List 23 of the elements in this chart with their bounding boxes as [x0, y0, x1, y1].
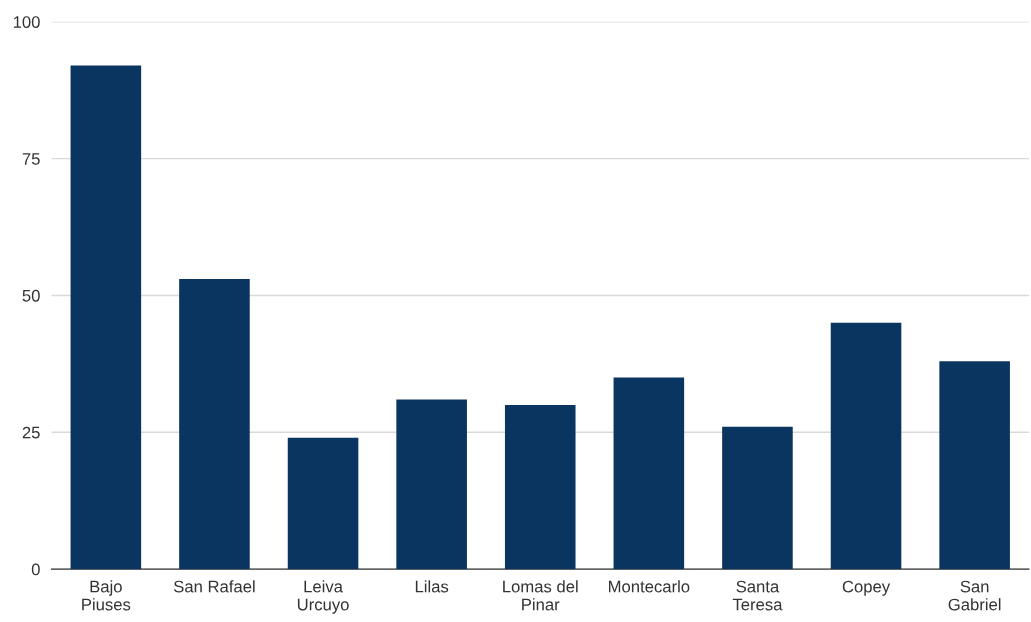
x-tick-label: Montecarlo — [608, 580, 690, 593]
bar — [830, 322, 902, 570]
x-tick-label: Bajo Piuses — [82, 580, 131, 611]
x-tick-label: Copey — [842, 580, 891, 596]
bar — [70, 65, 142, 570]
y-tick-label: 75 — [22, 153, 40, 165]
x-tick-label: San Gabriel — [948, 580, 1001, 611]
x-tick-label: Lilas — [415, 580, 449, 593]
bar — [179, 279, 250, 570]
bar — [722, 426, 793, 570]
x-tick-label: San Rafael — [173, 580, 255, 593]
x-tick-label: Lomas del Pinar — [503, 580, 578, 611]
bar — [939, 361, 1010, 570]
y-tick-label: 25 — [22, 426, 40, 439]
bar — [396, 399, 467, 570]
y-tick-label: 50 — [22, 289, 40, 302]
bar — [613, 377, 685, 570]
bar — [504, 404, 576, 570]
y-tick-label: 100 — [13, 16, 40, 28]
bar — [287, 437, 359, 570]
x-tick-label: Leiva Urcuyo — [297, 580, 349, 614]
y-tick-label: 0 — [31, 563, 40, 576]
x-tick-label: Santa Teresa — [732, 580, 783, 611]
